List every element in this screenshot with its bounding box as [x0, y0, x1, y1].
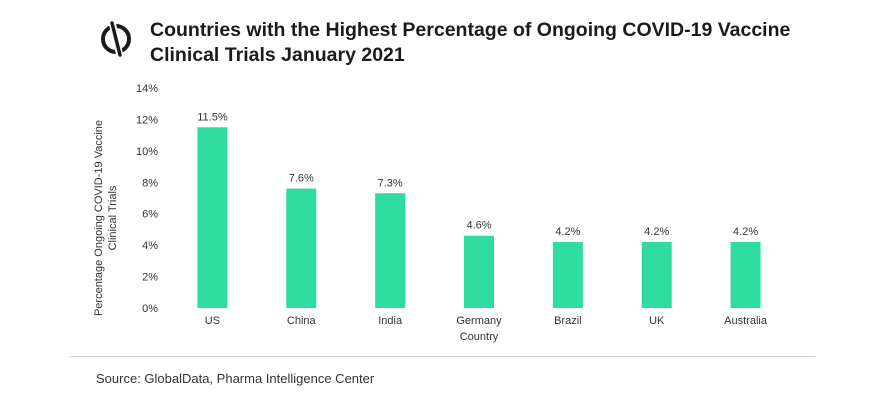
x-tick-label: India	[378, 315, 403, 327]
y-tick-label: 2%	[142, 272, 158, 284]
data-label: 7.6%	[289, 173, 314, 185]
x-tick-label: China	[287, 315, 317, 327]
x-tick-label: US	[205, 315, 220, 327]
chart-title: Countries with the Highest Percentage of…	[150, 19, 791, 66]
source-note: Source: GlobalData, Pharma Intelligence …	[96, 371, 375, 386]
bar-australia	[730, 242, 761, 308]
y-tick-label: 4%	[142, 240, 158, 252]
y-tick-label: 12%	[136, 114, 158, 126]
data-label: 4.2%	[555, 226, 580, 238]
data-label: 11.5%	[197, 111, 228, 123]
x-axis-labels: US China India Germany Brazil UK Australia	[205, 315, 768, 327]
y-tick-label: 10%	[136, 146, 158, 158]
y-tick-label: 8%	[142, 177, 158, 189]
data-label: 4.2%	[644, 226, 669, 238]
y-tick-label: 0%	[142, 303, 158, 315]
data-labels: 11.5% 7.6% 7.3% 4.6% 4.2% 4.2% 4.2%	[197, 111, 758, 238]
divider	[70, 356, 815, 357]
bar-india	[375, 193, 406, 308]
data-label: 4.6%	[466, 220, 491, 232]
bar-china	[286, 188, 317, 308]
x-axis-label: Country	[460, 331, 499, 343]
y-axis-ticks: 0% 2% 4% 6% 8% 10% 12% 14%	[136, 83, 158, 315]
y-tick-label: 14%	[136, 83, 158, 95]
x-tick-label: UK	[649, 315, 665, 327]
bar-germany	[464, 235, 494, 308]
y-tick-label: 6%	[142, 209, 158, 221]
bar-us	[197, 127, 228, 309]
bars	[197, 127, 761, 309]
x-tick-label: Australia	[724, 315, 768, 327]
x-tick-label: Brazil	[554, 315, 582, 327]
bar-brazil	[552, 242, 583, 308]
x-tick-label: Germany	[456, 315, 502, 327]
data-label: 4.2%	[733, 226, 758, 238]
data-label: 7.3%	[378, 177, 403, 189]
globaldata-logo-icon	[101, 21, 131, 57]
bar-uk	[641, 242, 672, 308]
